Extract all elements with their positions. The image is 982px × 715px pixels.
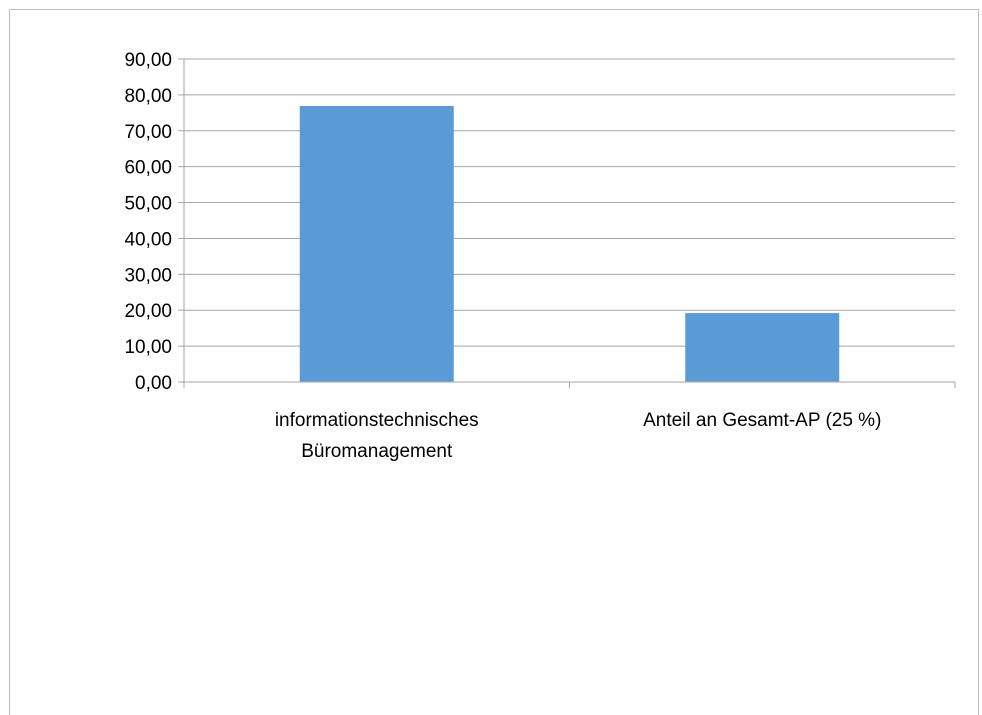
y-axis-tick-labels: 0,00 10,00 20,00 30,00 40,00 50,00 60,00 70,00 8… bbox=[124, 50, 172, 394]
y-tick-label: 20,00 bbox=[124, 301, 172, 322]
y-tick-label: 90,00 bbox=[124, 50, 172, 71]
x-category-label: informationstechnisches Büromanagement bbox=[275, 410, 479, 462]
x-axis-category-labels: informationstechnisches Büromanagement Ant… bbox=[275, 410, 882, 462]
bar bbox=[299, 106, 454, 383]
y-tick-label: 70,00 bbox=[124, 122, 172, 143]
bars bbox=[299, 106, 840, 383]
axes bbox=[183, 59, 956, 388]
bar bbox=[685, 313, 840, 382]
y-tick-label: 50,00 bbox=[124, 194, 172, 215]
y-tick-label: 60,00 bbox=[124, 158, 172, 179]
y-tick-label: 80,00 bbox=[124, 86, 172, 107]
y-tick-label: 0,00 bbox=[135, 373, 172, 394]
y-tick-label: 40,00 bbox=[124, 229, 172, 250]
y-tick-label: 10,00 bbox=[124, 337, 172, 358]
x-category-label: Anteil an Gesamt-AP (25 %) bbox=[643, 410, 881, 431]
y-tick-label: 30,00 bbox=[124, 265, 172, 286]
